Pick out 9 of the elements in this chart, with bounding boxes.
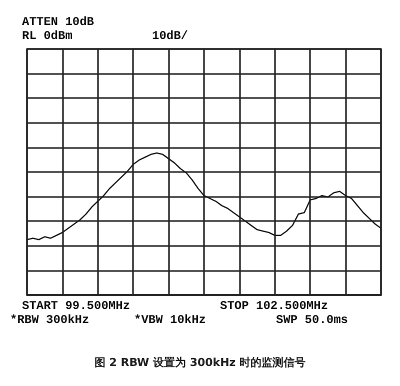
text: 10dB/ <box>152 29 188 43</box>
text: STOP 102.500MHz <box>220 299 328 313</box>
text: RL 0dBm <box>22 29 72 43</box>
text: *RBW 300kHz <box>10 313 90 327</box>
text: SWP 50.0ms <box>276 313 348 327</box>
text: START 99.500MHz <box>22 299 130 313</box>
text: 图 2 RBW 设置为 300kHz 时的监测信号 <box>94 356 306 369</box>
text: *VBW 10kHz <box>134 313 206 327</box>
text: ATTEN 10dB <box>22 15 94 29</box>
